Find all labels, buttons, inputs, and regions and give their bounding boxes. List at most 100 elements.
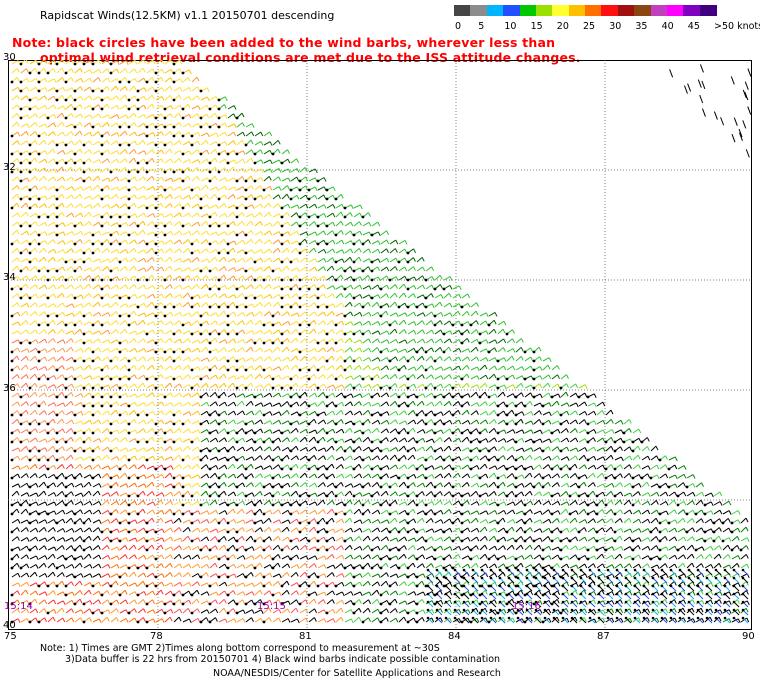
wind-barb bbox=[92, 168, 102, 173]
wind-barb bbox=[190, 366, 201, 372]
wind-barb bbox=[298, 411, 309, 417]
wind-barb bbox=[335, 355, 344, 362]
wind-barb bbox=[444, 584, 452, 592]
wind-barb bbox=[308, 598, 317, 605]
wind-barb bbox=[687, 568, 695, 576]
wind-barb bbox=[606, 608, 614, 616]
wind-barb bbox=[325, 473, 336, 480]
wind-barb bbox=[109, 474, 120, 480]
wind-barb bbox=[137, 447, 147, 453]
wind-barb bbox=[254, 168, 264, 174]
wind-barb bbox=[244, 249, 255, 255]
wind-barb bbox=[272, 573, 282, 579]
wind-barb bbox=[640, 473, 651, 480]
wind-barb bbox=[406, 518, 417, 525]
wind-barb bbox=[280, 580, 290, 588]
wind-barb bbox=[407, 311, 417, 317]
wind-barb bbox=[164, 77, 173, 83]
wind-barb bbox=[614, 419, 624, 425]
wind-barb bbox=[317, 492, 327, 497]
wind-barb bbox=[262, 366, 273, 372]
wind-barb bbox=[164, 177, 174, 183]
wind-barb bbox=[624, 576, 632, 584]
wind-barb bbox=[263, 149, 273, 155]
product-title: Rapidscat Winds(12.5KM) v1.1 20150701 de… bbox=[40, 9, 335, 22]
lon-label-90: 90 bbox=[742, 631, 755, 642]
wind-barb bbox=[82, 545, 93, 552]
wind-barb bbox=[65, 266, 75, 272]
wind-barb bbox=[253, 562, 263, 570]
wind-barb bbox=[110, 437, 120, 443]
wind-barb bbox=[353, 284, 363, 290]
wind-barb bbox=[29, 536, 39, 542]
wind-barb bbox=[496, 410, 507, 417]
wind-barb bbox=[227, 177, 237, 182]
wind-barb bbox=[398, 356, 407, 362]
wind-barb bbox=[136, 87, 147, 93]
wind-barb bbox=[389, 464, 399, 470]
wind-barb bbox=[272, 429, 282, 435]
wind-barb bbox=[543, 592, 551, 600]
wind-barb bbox=[199, 374, 210, 381]
wind-barb bbox=[101, 446, 111, 452]
wind-barb bbox=[290, 312, 300, 318]
wind-barb bbox=[605, 454, 614, 461]
wind-barb bbox=[272, 301, 281, 308]
wind-barb bbox=[415, 598, 425, 606]
wind-barb bbox=[137, 608, 146, 614]
wind-barb bbox=[64, 113, 74, 120]
wind-barb bbox=[462, 592, 470, 600]
wind-barb bbox=[101, 483, 111, 488]
wind-barb bbox=[586, 555, 597, 561]
wind-barb bbox=[137, 249, 147, 255]
wind-barb bbox=[163, 392, 174, 399]
wind-barb bbox=[290, 230, 300, 236]
wind-barb bbox=[164, 456, 174, 462]
wind-barb bbox=[146, 86, 156, 92]
wind-barb bbox=[281, 447, 291, 452]
wind-barb bbox=[316, 536, 327, 543]
wind-barb bbox=[47, 78, 57, 84]
wind-barb bbox=[361, 418, 371, 426]
wind-barb bbox=[633, 584, 641, 592]
wind-barb bbox=[65, 231, 75, 236]
wind-barb bbox=[406, 383, 417, 390]
wind-barb bbox=[47, 437, 57, 443]
wind-barb bbox=[191, 581, 200, 587]
wind-barb bbox=[650, 445, 659, 452]
wind-barb bbox=[254, 284, 263, 290]
wind-barb bbox=[570, 568, 578, 576]
wind-barb bbox=[308, 347, 318, 353]
wind-barb bbox=[55, 518, 66, 525]
wind-barb bbox=[452, 329, 462, 335]
wind-barb bbox=[389, 328, 398, 335]
wind-barb bbox=[146, 401, 156, 407]
wind-barb bbox=[687, 576, 695, 584]
wind-barb bbox=[398, 481, 407, 488]
wind-barb bbox=[389, 266, 398, 272]
wind-barb bbox=[326, 500, 335, 506]
wind-barb bbox=[624, 568, 632, 576]
wind-barb bbox=[164, 536, 174, 542]
wind-barb bbox=[433, 446, 444, 453]
wind-barb bbox=[55, 60, 65, 66]
wind-barb bbox=[182, 527, 191, 533]
wind-barb bbox=[280, 600, 291, 606]
wind-barb bbox=[487, 393, 498, 399]
wind-barb bbox=[164, 248, 173, 254]
wind-barb bbox=[245, 535, 254, 542]
wind-barb bbox=[614, 617, 624, 623]
wind-barb bbox=[244, 230, 254, 237]
wind-barb bbox=[416, 563, 425, 569]
wind-barb bbox=[560, 456, 570, 461]
footer-note-line-1: Note: 1) Times are GMT 2)Times along bot… bbox=[40, 643, 440, 654]
wind-barb bbox=[471, 616, 479, 624]
wind-barb bbox=[109, 401, 119, 408]
wind-barb bbox=[479, 411, 489, 416]
wind-barb bbox=[56, 500, 65, 506]
wind-barb bbox=[280, 429, 291, 435]
wind-barb bbox=[498, 584, 506, 592]
wind-barb bbox=[38, 481, 47, 488]
wind-barb bbox=[281, 265, 290, 272]
wind-barb bbox=[434, 455, 444, 461]
